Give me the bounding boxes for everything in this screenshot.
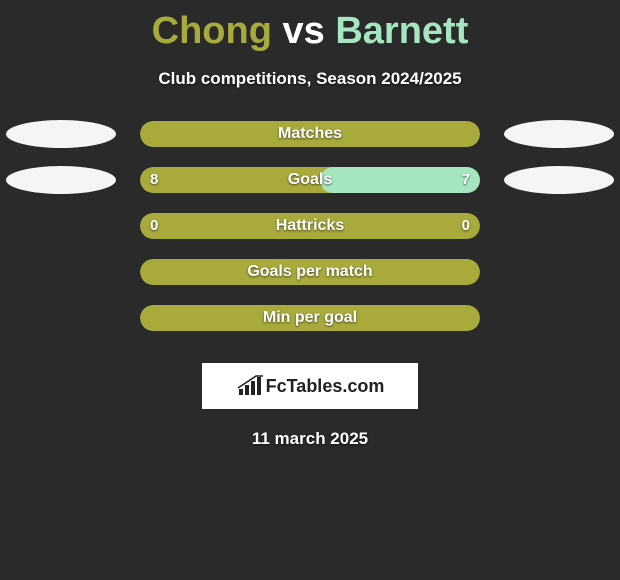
bar-track: Min per goal [140, 305, 480, 331]
side-ellipse-left [6, 120, 116, 148]
bar-track: Goals per match [140, 259, 480, 285]
infographic-root: Chong vs Barnett Club competitions, Seas… [0, 0, 620, 580]
bar-track: 8 Goals 7 [140, 167, 480, 193]
vs-text: vs [282, 10, 324, 52]
stat-rows: Matches 8 Goals 7 0 Hattric [0, 121, 620, 351]
footer-logo: FcTables.com [202, 363, 418, 409]
subtitle: Club competitions, Season 2024/2025 [0, 69, 620, 89]
footer-date: 11 march 2025 [0, 429, 620, 449]
bar-right-value: 0 [462, 213, 470, 239]
bar-right-value: 7 [462, 167, 470, 193]
player1-name: Chong [152, 10, 272, 52]
stat-row: Matches [0, 121, 620, 167]
side-ellipse-right [504, 166, 614, 194]
stat-row: Goals per match [0, 259, 620, 305]
bar-label: Goals per match [140, 259, 480, 285]
footer-logo-text: FcTables.com [266, 376, 385, 397]
bar-label: Hattricks [140, 213, 480, 239]
bar-track: 0 Hattricks 0 [140, 213, 480, 239]
bar-label: Goals [140, 167, 480, 193]
player2-name: Barnett [335, 10, 468, 52]
bar-label: Min per goal [140, 305, 480, 331]
bar-track: Matches [140, 121, 480, 147]
stat-row: Min per goal [0, 305, 620, 351]
bar-chart-icon [236, 375, 264, 397]
bar-label: Matches [140, 121, 480, 147]
stat-row: 8 Goals 7 [0, 167, 620, 213]
side-ellipse-left [6, 166, 116, 194]
side-ellipse-right [504, 120, 614, 148]
stat-row: 0 Hattricks 0 [0, 213, 620, 259]
page-title: Chong vs Barnett [0, 0, 620, 53]
